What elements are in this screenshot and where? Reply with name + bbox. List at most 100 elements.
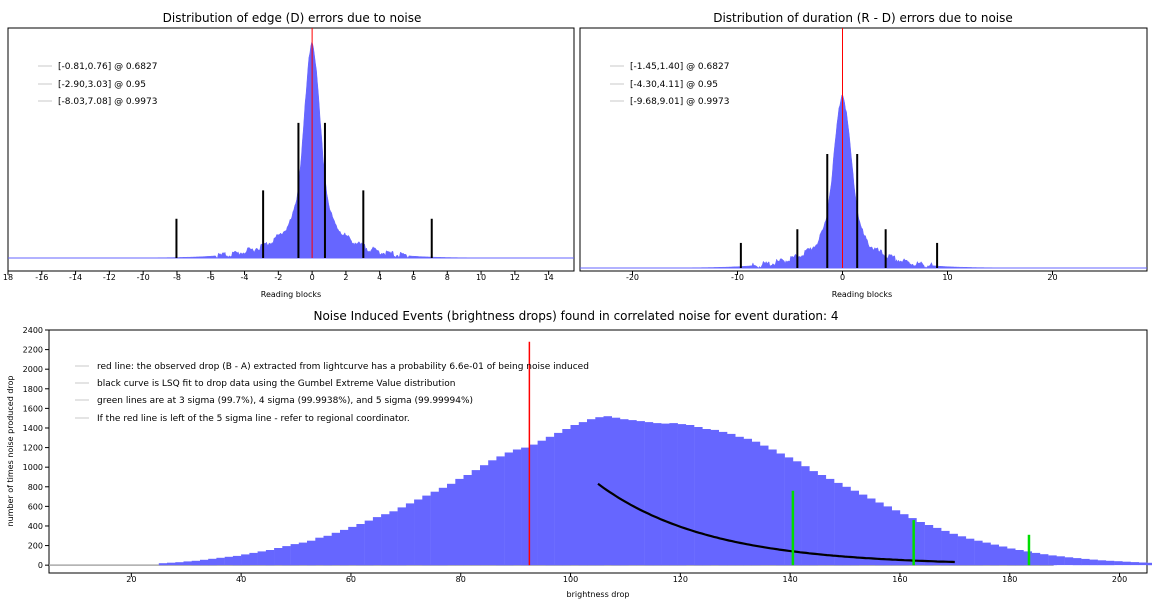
x-tick-label: 0: [310, 273, 315, 282]
y-tick-label: 1200: [23, 444, 43, 453]
histogram-bar: [817, 475, 827, 566]
histogram-bar: [718, 431, 728, 566]
x-tick-label: 160: [892, 575, 907, 584]
histogram-bar: [578, 422, 588, 566]
y-tick-label: 1800: [23, 385, 43, 394]
x-tick-label: 14: [544, 273, 554, 282]
x-tick-label: -20: [626, 273, 639, 282]
error-distribution: [580, 94, 1147, 269]
y-tick-label: 600: [28, 502, 43, 511]
histogram-bar: [842, 486, 851, 566]
histogram-bar: [405, 503, 415, 566]
histogram-bar: [990, 544, 999, 566]
y-tick-label: 2400: [23, 326, 43, 335]
histogram-bar: [776, 453, 785, 566]
x-tick-label: 120: [673, 575, 688, 584]
duration-legend: [-1.45,1.40] @ 0.6827 [-4.30,4.11] @ 0.9…: [610, 62, 729, 107]
legend-entry: red line: the observed drop (B - A) extr…: [97, 362, 589, 372]
histogram-bar: [422, 495, 431, 566]
histogram-bar: [751, 441, 761, 566]
x-tick-label: 18: [3, 273, 13, 282]
histogram-bar: [587, 419, 596, 566]
histogram-bar: [430, 491, 440, 566]
histogram-bar: [389, 511, 398, 566]
x-tick-label: 10: [476, 273, 486, 282]
histogram-bar: [694, 427, 703, 566]
duration-error-panel: Distribution of duration (R - D) errors …: [579, 11, 1148, 299]
histogram-bar: [1130, 562, 1139, 566]
x-tick-label: -2: [274, 273, 282, 282]
edge-legend: [-0.81,0.76] @ 0.6827 [-2.90,3.03] @ 0.9…: [38, 62, 157, 107]
histogram-bar: [628, 420, 637, 566]
x-tick-label: 4: [377, 273, 382, 282]
histogram-bar: [562, 429, 571, 566]
histogram-bar: [480, 465, 489, 566]
x-tick-label: 6: [411, 273, 416, 282]
histogram-bar: [1064, 557, 1074, 566]
histogram-bar: [183, 561, 192, 566]
x-tick-label: 60: [346, 575, 356, 584]
histogram-bar: [1147, 562, 1152, 566]
histogram-bar: [216, 557, 225, 566]
histogram-bar: [323, 535, 332, 566]
histogram-bar: [974, 540, 983, 566]
y-tick-label: 800: [28, 483, 43, 492]
histogram-bar: [834, 482, 843, 566]
histogram-bar: [677, 424, 687, 566]
noise-plot-frame: [48, 329, 1148, 574]
histogram-bar: [768, 449, 777, 566]
histogram-bar: [1097, 560, 1107, 566]
x-tick-label: 100: [563, 575, 578, 584]
histogram-bar: [570, 425, 579, 566]
histogram-bar: [801, 466, 810, 566]
histogram-bar: [932, 527, 942, 566]
histogram-bar: [743, 438, 752, 566]
histogram-bar: [512, 449, 522, 566]
histogram-bar: [891, 510, 901, 566]
noise-x-axis-label: brightness drop: [567, 590, 630, 599]
y-tick-label: 1000: [23, 463, 43, 472]
histogram-bar: [224, 556, 234, 566]
histogram-bar: [636, 421, 645, 566]
noise-y-axis-label: number of times noise produced drop: [6, 376, 15, 527]
x-tick-label: 20: [126, 575, 136, 584]
y-tick-label: 2200: [23, 346, 43, 355]
histogram-bar: [949, 533, 958, 566]
histogram-bar: [290, 544, 300, 566]
histogram-bar: [825, 478, 835, 566]
x-tick-label: -10: [137, 273, 150, 282]
histogram-bar: [1122, 561, 1131, 566]
histogram-bar: [611, 417, 621, 566]
histogram-bar: [727, 433, 736, 566]
histogram-bar: [356, 524, 365, 566]
x-tick-label: -14: [69, 273, 82, 282]
edge-plot-frame: [7, 27, 575, 272]
histogram-bar: [537, 440, 547, 566]
histogram-bar: [249, 552, 258, 566]
histogram-bar: [1048, 555, 1057, 566]
histogram-bar: [504, 452, 514, 566]
histogram-bar: [1031, 552, 1041, 566]
x-tick-label: 180: [1002, 575, 1017, 584]
histogram-bar: [208, 558, 217, 566]
histogram-bar: [463, 475, 472, 566]
histogram-bar: [760, 445, 769, 566]
histogram-bar: [471, 470, 481, 566]
histogram-bar: [998, 546, 1008, 566]
histogram-bar: [710, 429, 719, 566]
x-tick-label: 8: [445, 273, 450, 282]
histogram-bar: [1105, 560, 1115, 566]
histogram-bar: [1015, 550, 1024, 566]
histogram-bar: [529, 444, 538, 566]
histogram-bar: [257, 551, 267, 566]
x-tick-label: 2: [343, 273, 348, 282]
x-tick-label: 200: [1112, 575, 1127, 584]
histogram-bar: [265, 550, 275, 566]
noise-legend: red line: the observed drop (B - A) extr…: [75, 362, 589, 424]
histogram-bar: [702, 429, 711, 566]
histogram-bar: [685, 425, 695, 566]
x-tick-label: -4: [241, 273, 249, 282]
histogram-bar: [858, 494, 868, 566]
histogram-bar: [307, 540, 316, 566]
